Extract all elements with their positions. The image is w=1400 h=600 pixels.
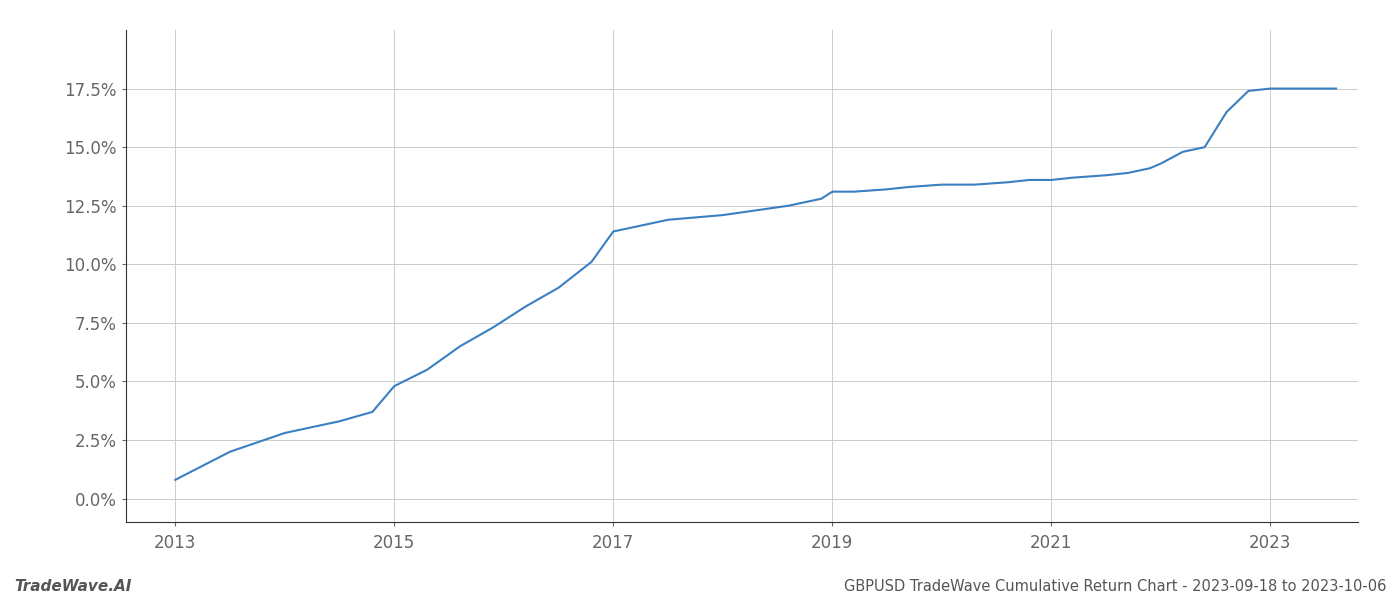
Text: TradeWave.AI: TradeWave.AI — [14, 579, 132, 594]
Text: GBPUSD TradeWave Cumulative Return Chart - 2023-09-18 to 2023-10-06: GBPUSD TradeWave Cumulative Return Chart… — [844, 579, 1386, 594]
